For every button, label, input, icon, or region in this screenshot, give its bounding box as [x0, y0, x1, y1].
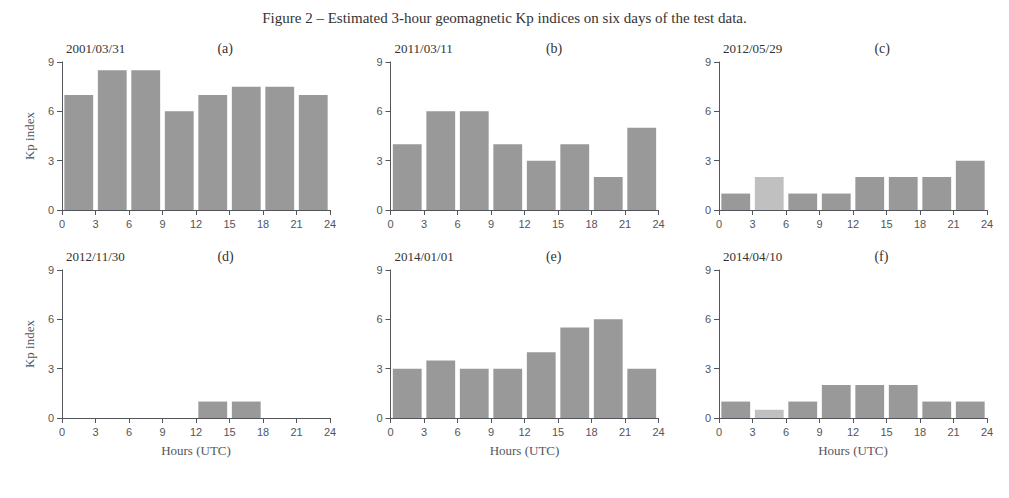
svg-text:12: 12 — [518, 218, 530, 230]
svg-text:9: 9 — [159, 218, 165, 230]
svg-text:9: 9 — [48, 264, 54, 276]
svg-text:6: 6 — [376, 105, 382, 117]
svg-text:24: 24 — [652, 218, 664, 230]
svg-text:3: 3 — [376, 363, 382, 375]
svg-text:9: 9 — [376, 56, 382, 68]
svg-text:(a): (a) — [217, 41, 233, 57]
svg-text:Kp index: Kp index — [22, 319, 37, 368]
svg-text:9: 9 — [705, 264, 711, 276]
svg-text:6: 6 — [126, 426, 132, 438]
svg-text:9: 9 — [488, 218, 494, 230]
svg-text:24: 24 — [324, 218, 336, 230]
svg-text:21: 21 — [947, 426, 959, 438]
svg-text:3: 3 — [749, 426, 755, 438]
svg-text:2011/03/11: 2011/03/11 — [395, 41, 453, 56]
svg-text:6: 6 — [705, 105, 711, 117]
svg-text:0: 0 — [376, 204, 382, 216]
svg-text:12: 12 — [518, 426, 530, 438]
svg-text:6: 6 — [376, 313, 382, 325]
svg-text:15: 15 — [552, 218, 564, 230]
svg-text:Hours (UTC): Hours (UTC) — [161, 443, 231, 458]
svg-text:12: 12 — [190, 218, 202, 230]
svg-text:0: 0 — [387, 426, 393, 438]
svg-text:0: 0 — [716, 218, 722, 230]
svg-text:15: 15 — [880, 218, 892, 230]
svg-text:6: 6 — [454, 426, 460, 438]
svg-text:0: 0 — [48, 412, 54, 424]
svg-text:9: 9 — [816, 426, 822, 438]
svg-text:9: 9 — [488, 426, 494, 438]
svg-text:6: 6 — [783, 426, 789, 438]
svg-text:(f): (f) — [874, 249, 888, 265]
svg-text:9: 9 — [159, 426, 165, 438]
svg-text:9: 9 — [48, 56, 54, 68]
svg-text:Hours (UTC): Hours (UTC) — [818, 443, 888, 458]
svg-text:3: 3 — [92, 426, 98, 438]
svg-text:24: 24 — [981, 218, 993, 230]
svg-text:(b): (b) — [546, 41, 563, 57]
svg-text:0: 0 — [387, 218, 393, 230]
svg-text:18: 18 — [914, 218, 926, 230]
svg-text:21: 21 — [947, 218, 959, 230]
svg-text:6: 6 — [705, 313, 711, 325]
svg-text:Kp index: Kp index — [22, 111, 37, 160]
svg-text:3: 3 — [421, 218, 427, 230]
svg-text:12: 12 — [847, 218, 859, 230]
svg-text:3: 3 — [749, 218, 755, 230]
svg-text:9: 9 — [705, 56, 711, 68]
svg-text:0: 0 — [716, 426, 722, 438]
svg-text:6: 6 — [48, 105, 54, 117]
svg-text:2014/01/01: 2014/01/01 — [395, 249, 454, 264]
svg-text:24: 24 — [981, 426, 993, 438]
svg-text:(c): (c) — [874, 41, 890, 57]
svg-text:6: 6 — [783, 218, 789, 230]
svg-text:3: 3 — [48, 363, 54, 375]
svg-text:0: 0 — [705, 412, 711, 424]
svg-text:2012/11/30: 2012/11/30 — [66, 249, 125, 264]
svg-text:0: 0 — [59, 426, 65, 438]
svg-text:12: 12 — [847, 426, 859, 438]
svg-text:0: 0 — [48, 204, 54, 216]
svg-text:2001/03/31: 2001/03/31 — [66, 41, 125, 56]
svg-text:24: 24 — [324, 426, 336, 438]
svg-text:3: 3 — [705, 155, 711, 167]
svg-text:Figure 2 – Estimated 3-hour ge: Figure 2 – Estimated 3-hour geomagnetic … — [262, 10, 746, 26]
svg-text:21: 21 — [619, 426, 631, 438]
svg-text:15: 15 — [552, 426, 564, 438]
svg-text:0: 0 — [376, 412, 382, 424]
svg-text:0: 0 — [705, 204, 711, 216]
svg-text:18: 18 — [585, 426, 597, 438]
svg-text:24: 24 — [652, 426, 664, 438]
svg-text:6: 6 — [454, 218, 460, 230]
svg-text:18: 18 — [257, 426, 269, 438]
svg-text:15: 15 — [223, 426, 235, 438]
svg-text:0: 0 — [59, 218, 65, 230]
svg-text:3: 3 — [705, 363, 711, 375]
svg-text:6: 6 — [48, 313, 54, 325]
svg-text:3: 3 — [421, 426, 427, 438]
svg-text:3: 3 — [92, 218, 98, 230]
svg-text:21: 21 — [619, 218, 631, 230]
svg-text:(d): (d) — [217, 249, 234, 265]
svg-text:18: 18 — [914, 426, 926, 438]
svg-text:3: 3 — [376, 155, 382, 167]
svg-text:2014/04/10: 2014/04/10 — [723, 249, 782, 264]
svg-text:(e): (e) — [546, 249, 562, 265]
svg-text:15: 15 — [223, 218, 235, 230]
svg-text:6: 6 — [126, 218, 132, 230]
svg-text:21: 21 — [290, 218, 302, 230]
svg-text:Hours (UTC): Hours (UTC) — [490, 443, 560, 458]
svg-text:18: 18 — [585, 218, 597, 230]
svg-text:9: 9 — [816, 218, 822, 230]
svg-text:18: 18 — [257, 218, 269, 230]
svg-text:12: 12 — [190, 426, 202, 438]
svg-text:9: 9 — [376, 264, 382, 276]
svg-text:21: 21 — [290, 426, 302, 438]
svg-text:3: 3 — [48, 155, 54, 167]
svg-text:15: 15 — [880, 426, 892, 438]
svg-text:2012/05/29: 2012/05/29 — [723, 41, 782, 56]
